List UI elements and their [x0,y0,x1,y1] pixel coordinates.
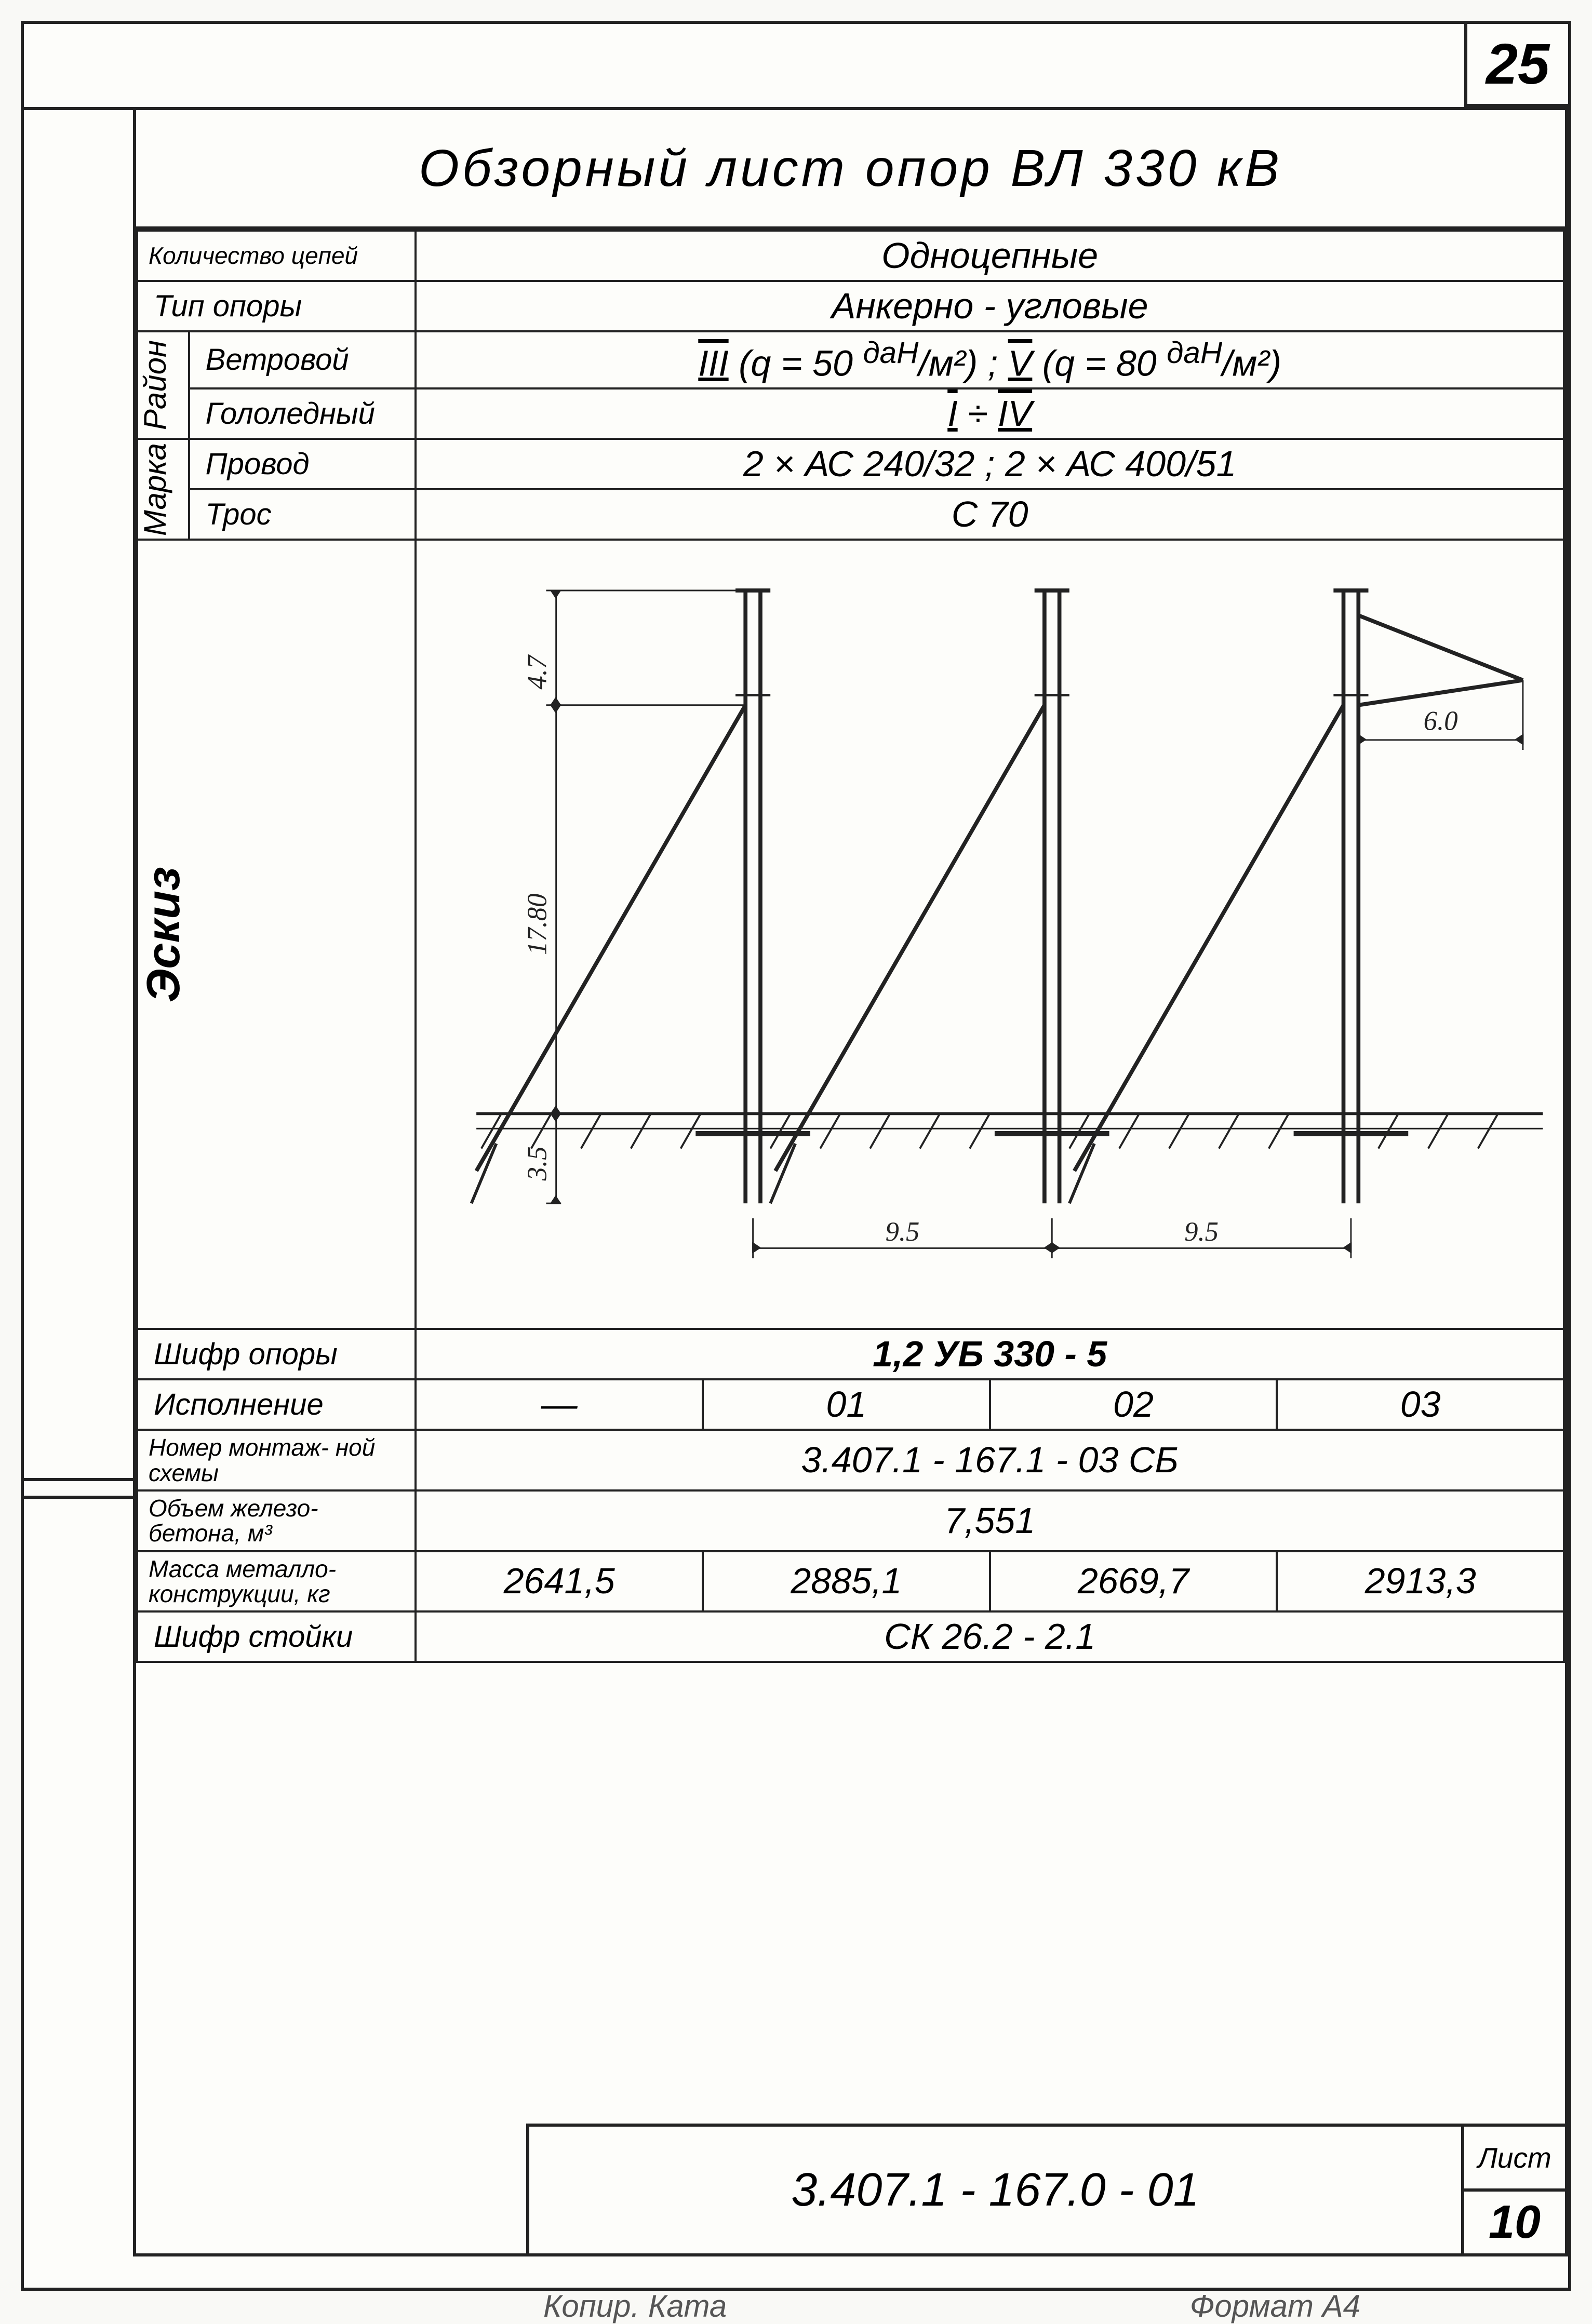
chains-value: Одноцепные [416,231,1564,281]
type-label: Тип опоры [137,281,416,331]
bottom-right-text: Формат А4 [1190,2288,1360,2324]
scheme-label: Номер монтаж- ной схемы [137,1430,416,1490]
sheet-label: Лист [1464,2127,1565,2192]
brand-label: Марка [138,443,185,536]
stand-value: СК 26.2 - 2.1 [416,1611,1564,1662]
volume-label: Объем железо- бетона, м³ [137,1490,416,1551]
exec-label: Исполнение [137,1379,416,1430]
exec-v0: — [416,1379,703,1430]
bottom-left-text: Копир. Ката [543,2288,727,2324]
mass-label: Масса металло- конструкции, кг [137,1551,416,1612]
rope-label: Трос [189,489,416,540]
dim-h-top: 4.7 [523,654,553,690]
tower-sketch-svg: 4.7 17.80 3.5 6.0 9.5 9.5 [417,541,1563,1328]
ice-label: Гололедный [189,388,416,439]
mass-v1: 2885,1 [703,1551,990,1612]
exec-v3: 03 [1277,1379,1564,1430]
page-number: 25 [1486,31,1549,97]
page: 25 Обзорный лист опор ВЛ 330 кВ Количест… [21,21,1571,2291]
dim-span1: 9.5 [886,1217,920,1247]
code-label: Шифр опоры [137,1329,416,1379]
sheet-column: Лист 10 [1461,2127,1565,2253]
document-number: 3.407.1 - 167.0 - 01 [529,2127,1461,2253]
sketch-label: Эскиз [138,867,185,1002]
dim-h-mid: 17.80 [523,894,553,956]
wind-value: III (q = 50 даН/м²) ; V (q = 80 даН/м²) [416,331,1564,388]
exec-v1: 01 [703,1379,990,1430]
left-binding-strip [24,107,133,2256]
wire-label: Провод [189,439,416,489]
scheme-value: 3.407.1 - 167.1 - 03 СБ [416,1430,1564,1490]
stand-label: Шифр стойки [137,1611,416,1662]
wire-value: 2 × АС 240/32 ; 2 × АС 400/51 [416,439,1564,489]
ice-value: I ÷ IV [416,388,1564,439]
dim-h-bot: 3.5 [523,1147,553,1181]
code-value: 1,2 УБ 330 - 5 [416,1329,1564,1379]
chains-label: Количество цепей [137,231,416,281]
document-title: Обзорный лист опор ВЛ 330 кВ [419,139,1282,198]
wind-label: Ветровой [189,331,416,388]
mass-v2: 2669,7 [990,1551,1277,1612]
spec-table-upper: Количество цепей Одноцепные Тип опоры Ан… [136,230,1565,1663]
volume-value: 7,551 [416,1490,1564,1551]
title-block: 3.407.1 - 167.0 - 01 Лист 10 [526,2124,1565,2253]
bottom-labels: Копир. Ката Формат А4 [24,2288,1568,2324]
sheet-number: 10 [1464,2192,1565,2253]
mass-v0: 2641,5 [416,1551,703,1612]
region-label: Район [138,340,185,430]
title-band: Обзорный лист опор ВЛ 330 кВ [136,110,1565,230]
rope-value: С 70 [416,489,1564,540]
inner-frame: Обзорный лист опор ВЛ 330 кВ Количество … [133,107,1568,2256]
dim-arm: 6.0 [1424,706,1458,736]
dim-span2: 9.5 [1184,1217,1219,1247]
exec-v2: 02 [990,1379,1277,1430]
left-notch [24,1478,133,1499]
type-value: Анкерно - угловые [416,281,1564,331]
page-number-box: 25 [1464,24,1568,107]
sketch-cell: 4.7 17.80 3.5 6.0 9.5 9.5 [416,540,1564,1329]
mass-v3: 2913,3 [1277,1551,1564,1612]
